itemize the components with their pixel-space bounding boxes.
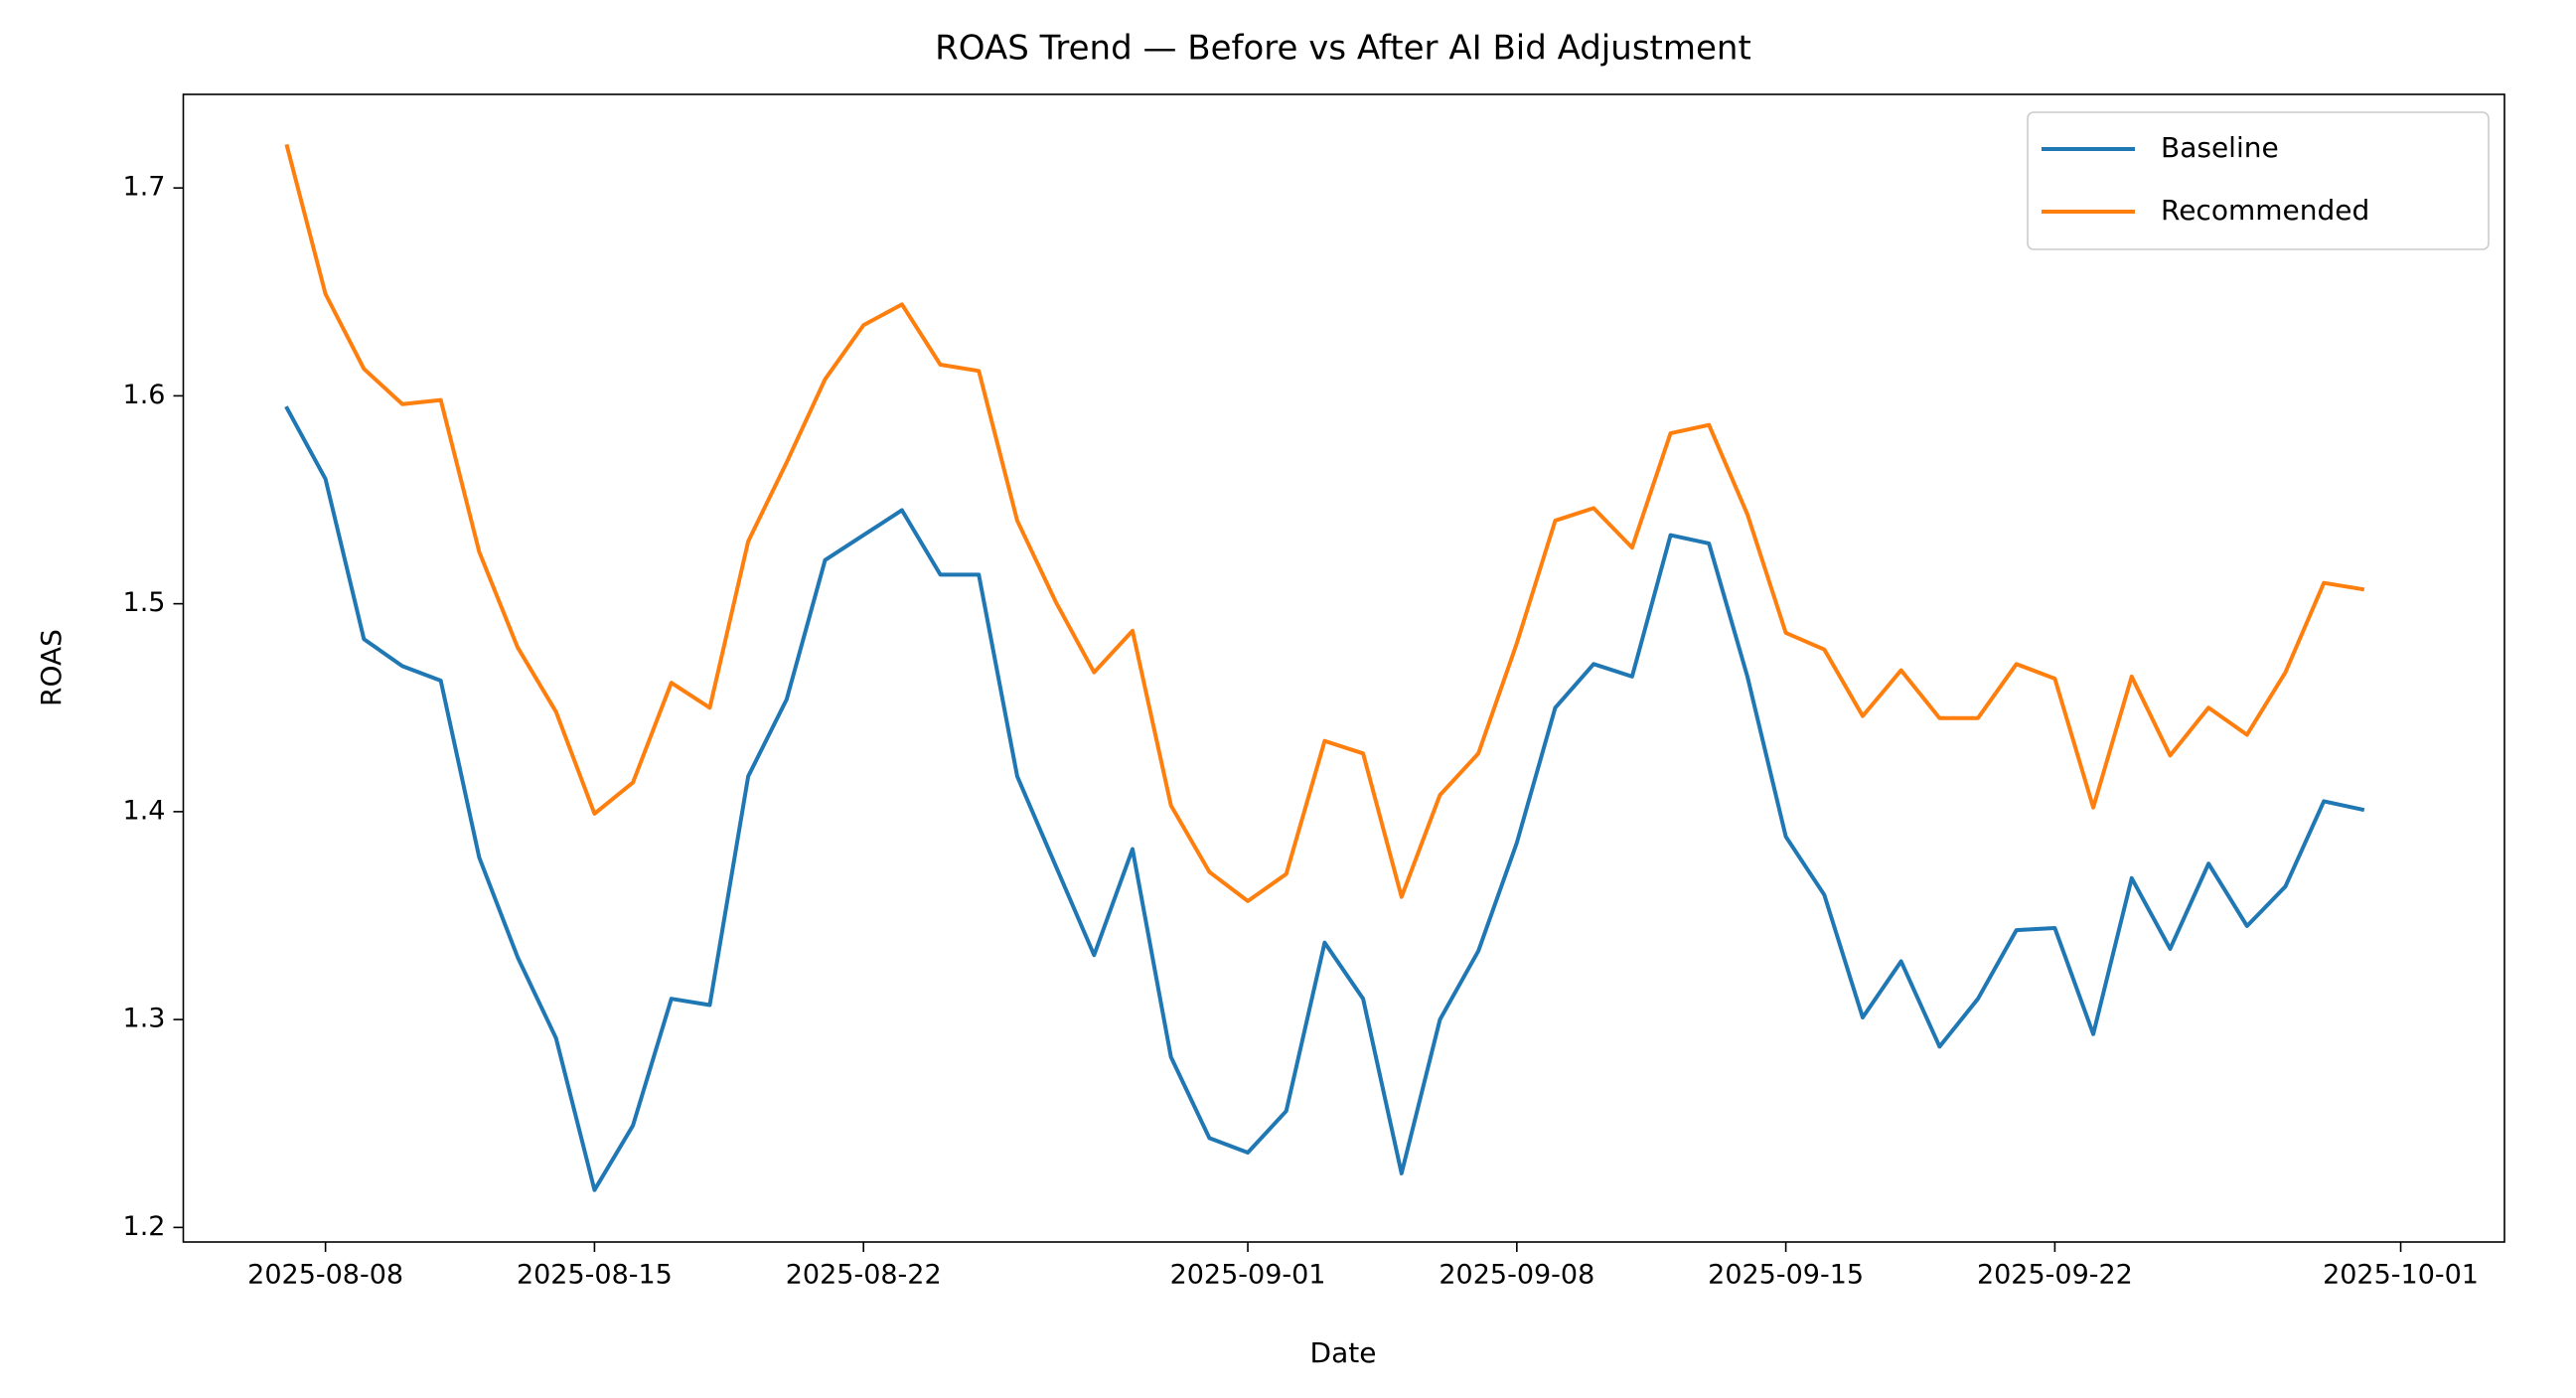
x-tick-label: 2025-08-22 <box>786 1260 942 1291</box>
x-tick-label: 2025-09-01 <box>1170 1260 1326 1291</box>
y-tick-label: 1.6 <box>123 380 166 410</box>
chart-title: ROAS Trend — Before vs After AI Bid Adju… <box>935 29 1751 69</box>
series-line <box>284 143 2365 903</box>
y-axis-label: ROAS <box>35 629 68 706</box>
y-tick-label: 1.3 <box>123 1004 166 1034</box>
legend-box <box>2027 111 2490 250</box>
y-tick-label: 1.4 <box>123 795 166 826</box>
legend-label: Recommended <box>2161 194 2369 227</box>
x-tick-label: 2025-10-01 <box>2323 1260 2479 1291</box>
y-tick-label: 1.7 <box>123 172 166 203</box>
x-axis-label: Date <box>1310 1336 1377 1369</box>
x-tick-label: 2025-09-15 <box>1708 1260 1864 1291</box>
x-tick-label: 2025-09-08 <box>1439 1260 1594 1291</box>
plot-frame <box>182 93 2505 1243</box>
x-tick-label: 2025-09-22 <box>1977 1260 2133 1291</box>
y-tick-label: 1.5 <box>123 587 166 618</box>
legend: Baseline Recommended <box>2027 111 2490 250</box>
x-tick-label: 2025-08-08 <box>247 1260 403 1291</box>
series-line <box>284 405 2365 1192</box>
y-tick-label: 1.2 <box>123 1211 166 1242</box>
x-tick-label: 2025-08-15 <box>517 1260 673 1291</box>
legend-label: Baseline <box>2161 131 2279 164</box>
